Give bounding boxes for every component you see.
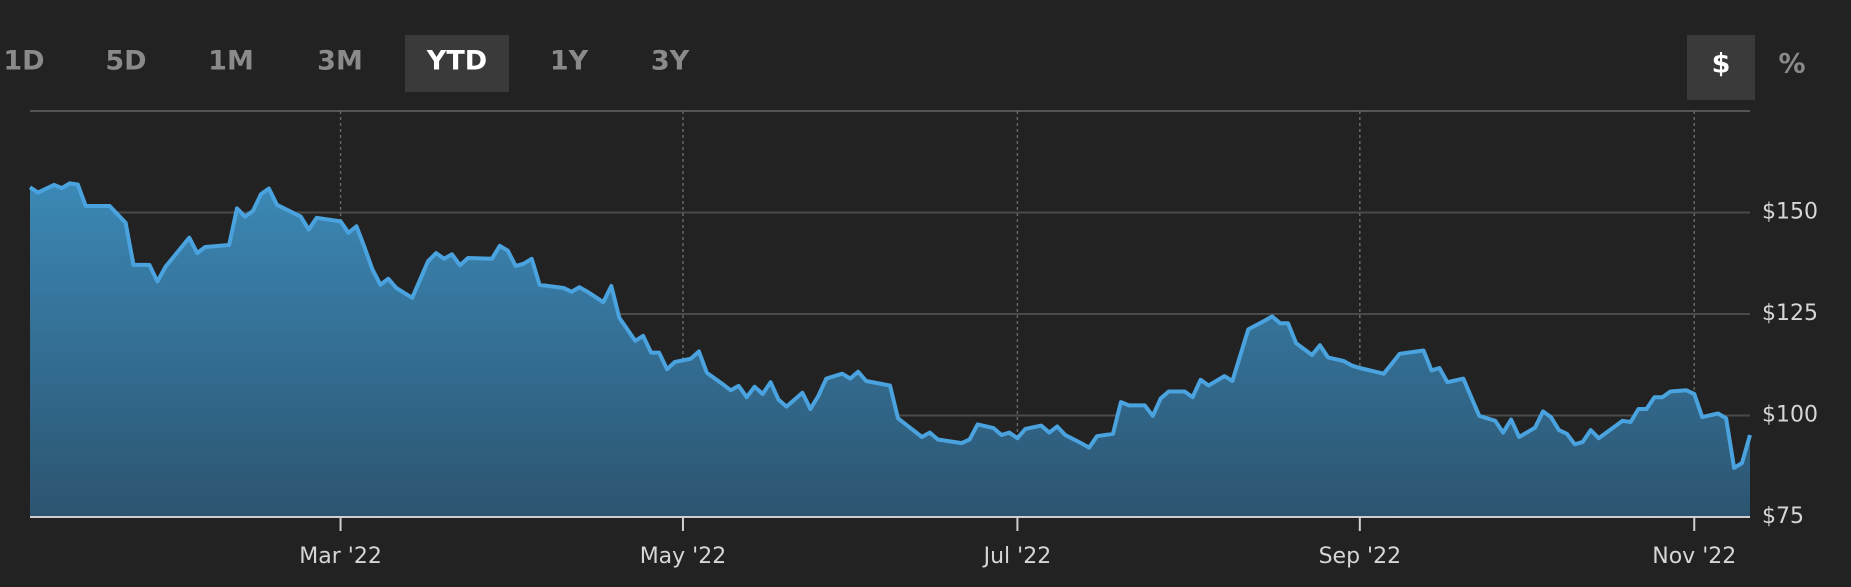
range-button[interactable]: 1M [208, 46, 254, 77]
range-button[interactable]: 1Y [550, 46, 589, 77]
unit-button[interactable]: % [1778, 49, 1805, 80]
range-button[interactable]: 1D [3, 46, 44, 77]
range-button[interactable]: 5D [105, 46, 146, 77]
x-tick-label: Jul '22 [982, 544, 1052, 569]
area-fill [30, 183, 1750, 518]
x-tick-label: Nov '22 [1652, 544, 1736, 569]
y-tick-label: $150 [1762, 200, 1818, 225]
x-tick-label: Mar '22 [299, 544, 382, 569]
unit-button-bg [1687, 35, 1755, 100]
range-button[interactable]: 3M [317, 46, 363, 77]
controls: 1D 5D 1M 3M YTD 1Y 3Y $% [3, 35, 1806, 100]
x-tick-label: May '22 [640, 544, 727, 569]
range-button[interactable]: YTD [426, 46, 487, 77]
plot: $75 $100 $125 $150 Mar '22 May '22 Jul '22 Sep … [28, 110, 1818, 569]
y-tick-label: $125 [1762, 301, 1818, 326]
y-tick-label: $75 [1762, 504, 1804, 529]
range-button[interactable]: 3Y [651, 46, 690, 77]
y-tick-label: $100 [1762, 403, 1818, 428]
price-line [28, 181, 1752, 470]
unit-button[interactable]: $ [1712, 49, 1731, 80]
x-tick-label: Sep '22 [1319, 544, 1402, 569]
range-button-bg [405, 35, 509, 92]
